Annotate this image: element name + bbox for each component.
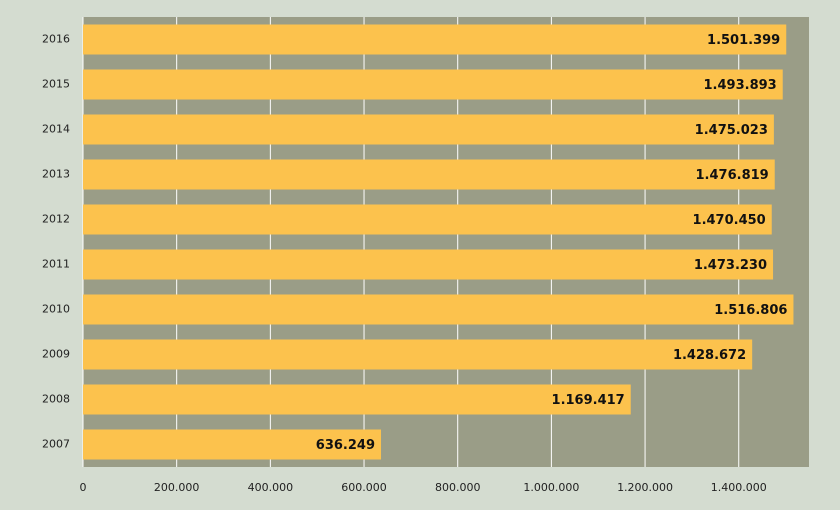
value-label: 1.470.450 [693, 213, 766, 228]
bar [83, 114, 774, 145]
x-tick-label: 400.000 [248, 481, 294, 494]
value-label: 1.473.230 [694, 258, 767, 273]
bar [83, 204, 772, 235]
value-label: 1.169.417 [552, 393, 625, 408]
y-tick-label: 2011 [42, 258, 70, 271]
x-tick-label: 0 [80, 481, 87, 494]
x-tick-label: 200.000 [154, 481, 200, 494]
bar [83, 384, 631, 415]
value-label: 1.501.399 [707, 33, 780, 48]
y-tick-label: 2007 [42, 438, 70, 451]
y-tick-label: 2009 [42, 348, 70, 361]
x-tick-label: 800.000 [435, 481, 481, 494]
y-tick-label: 2016 [42, 33, 70, 46]
y-tick-label: 2015 [42, 78, 70, 91]
y-tick-label: 2012 [42, 213, 70, 226]
x-tick-label: 600.000 [341, 481, 387, 494]
value-label: 1.476.819 [696, 168, 769, 183]
x-tick-label: 1.200.000 [617, 481, 673, 494]
y-tick-label: 2010 [42, 303, 70, 316]
value-label: 1.493.893 [704, 78, 777, 93]
bar [83, 159, 775, 190]
bar [83, 339, 753, 370]
y-tick-label: 2014 [42, 123, 70, 136]
x-tick-label: 1.400.000 [711, 481, 767, 494]
value-label: 1.516.806 [714, 303, 787, 318]
y-tick-label: 2013 [42, 168, 70, 181]
bar [83, 294, 794, 325]
y-tick-label: 2008 [42, 393, 70, 406]
bar [83, 249, 774, 280]
value-label: 636.249 [316, 438, 375, 453]
value-label: 1.475.023 [695, 123, 768, 138]
x-tick-label: 1.000.000 [523, 481, 579, 494]
bar [83, 69, 783, 100]
bar [83, 24, 787, 55]
value-label: 1.428.672 [673, 348, 746, 363]
bar [83, 429, 382, 460]
